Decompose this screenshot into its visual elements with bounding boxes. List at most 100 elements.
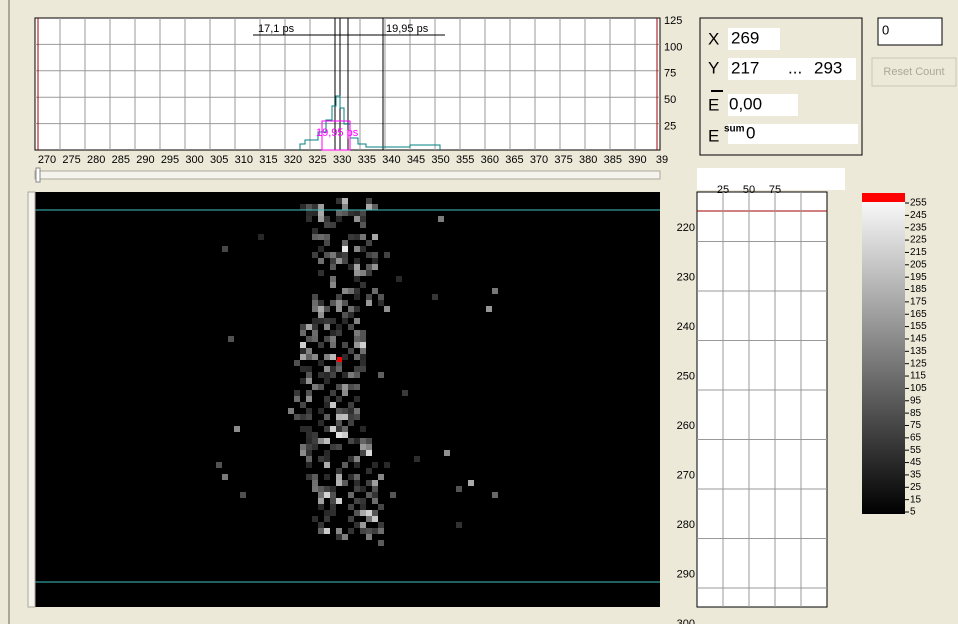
image-pixel (294, 360, 300, 366)
counter-input[interactable] (877, 17, 943, 46)
image-pixel (324, 366, 330, 372)
image-pixel (318, 258, 324, 264)
image-pixel (294, 390, 300, 396)
image-pixel (330, 504, 336, 510)
x-tick-label: 300 (185, 154, 203, 166)
y-tick-label: 75 (664, 68, 676, 80)
colorbar-label: 35 (910, 470, 922, 481)
image-pixel (354, 414, 360, 420)
image-pixel (366, 294, 372, 300)
image-pixel (354, 294, 360, 300)
image-pixel (306, 354, 312, 360)
image-pixel (396, 276, 402, 282)
image-pixel (324, 414, 330, 420)
image-pixel (342, 312, 348, 318)
image-pixel (342, 252, 348, 258)
image-pixel (348, 414, 354, 420)
colorbar-label: 235 (910, 222, 927, 233)
image-pixel (330, 372, 336, 378)
image-pixel (312, 324, 318, 330)
reset-button-label: Reset Count (883, 66, 944, 78)
image-pixel (342, 390, 348, 396)
image-pixel (354, 366, 360, 372)
x-tick-label: 385 (604, 154, 622, 166)
image-pixel (318, 486, 324, 492)
image-pixel (348, 456, 354, 462)
vertical-ruler[interactable] (27, 191, 36, 608)
image-pixel (312, 438, 318, 444)
image-pixel (342, 240, 348, 246)
image-pixel (354, 354, 360, 360)
image-pixel (300, 330, 306, 336)
slider-thumb[interactable] (35, 167, 41, 183)
image-pixel (384, 252, 390, 258)
image-pixel (438, 216, 444, 222)
image-pixel (348, 306, 354, 312)
x-value: 269 (731, 28, 759, 47)
image-pixel (306, 444, 312, 450)
image-pixel (378, 528, 384, 534)
image-pixel (312, 474, 318, 480)
image-pixel (300, 426, 306, 432)
image-pixel (456, 486, 462, 492)
image-pixel (354, 474, 360, 480)
image-pixel (318, 438, 324, 444)
image-pixel (354, 234, 360, 240)
image-pixel (378, 294, 384, 300)
image-pixel (372, 492, 378, 498)
image-pixel (306, 432, 312, 438)
image-pixel (372, 480, 378, 486)
image-pixel (348, 210, 354, 216)
image-pixel (366, 492, 372, 498)
colorbar-label: 85 (910, 408, 922, 419)
image-pixel (318, 204, 324, 210)
image-pixel (354, 276, 360, 282)
horizontal-slider[interactable] (34, 170, 661, 180)
image-pixel (228, 336, 234, 342)
image-pixel (306, 372, 312, 378)
image-pixel (300, 342, 306, 348)
peak-label: 19,95 ps (316, 127, 359, 139)
colorbar-label: 195 (910, 272, 927, 283)
x-tick-label: 335 (358, 154, 376, 166)
image-pixel (342, 480, 348, 486)
image-pixel (354, 216, 360, 222)
image-pixel (366, 528, 372, 534)
x-label: X (708, 29, 719, 48)
image-pixel (366, 240, 372, 246)
image-pixel (354, 264, 360, 270)
image-pixel (348, 264, 354, 270)
sum-superscript: sum (724, 124, 745, 135)
image-pixel (312, 300, 318, 306)
image-pixel (348, 492, 354, 498)
image-pixel (372, 252, 378, 258)
x-tick-label: 25 (717, 184, 729, 196)
image-pixel (444, 450, 450, 456)
image-pixel (360, 246, 366, 252)
sum-label: E (708, 126, 719, 145)
reset-button[interactable] (871, 57, 957, 87)
image-pixel (324, 318, 330, 324)
sum-field (728, 124, 858, 144)
image-pixel (330, 342, 336, 348)
image-pixel (372, 288, 378, 294)
colorbar-label: 105 (910, 383, 927, 394)
x-tick-label: 325 (308, 154, 326, 166)
image-pixel (306, 378, 312, 384)
image-pixel (306, 348, 312, 354)
image-pixel (324, 372, 330, 378)
image-pixel (360, 438, 366, 444)
image-pixel (366, 444, 372, 450)
image-pixel (336, 426, 342, 432)
image-pixel (372, 510, 378, 516)
image-pixel (336, 498, 342, 504)
image-pixel (324, 216, 330, 222)
image-pixel (336, 252, 342, 258)
image-pixel (318, 504, 324, 510)
image-pixel (354, 318, 360, 324)
image-pixel (336, 480, 342, 486)
image-pixel (318, 270, 324, 276)
image-pixel (336, 258, 342, 264)
image-pixel (330, 276, 336, 282)
colorbar-label: 115 (910, 371, 926, 382)
